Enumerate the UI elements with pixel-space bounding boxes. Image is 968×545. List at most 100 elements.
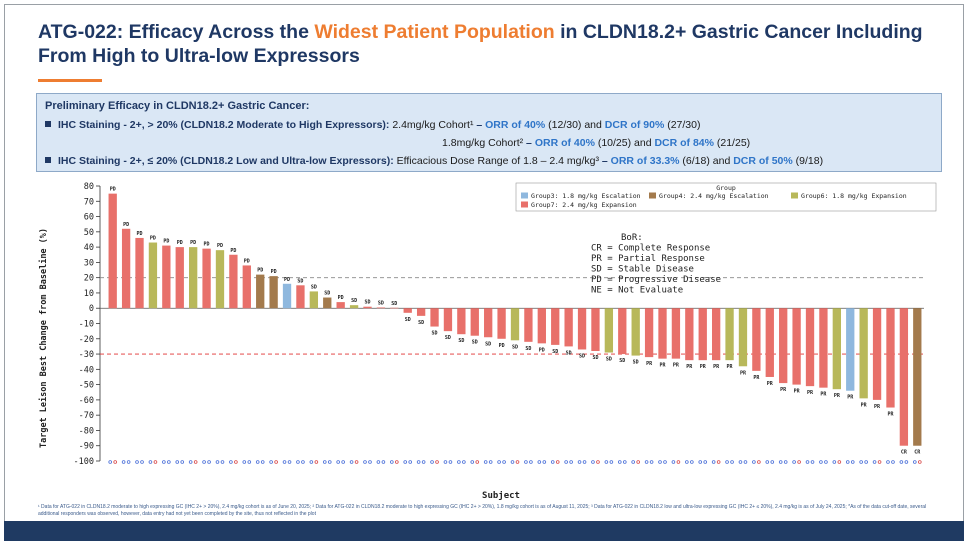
bar <box>725 308 734 361</box>
subject-marker <box>188 460 193 464</box>
subject-marker <box>671 460 676 464</box>
subject-marker <box>555 460 560 464</box>
line1-cohort: 2.4mg/kg Cohort¹ <box>389 119 474 131</box>
subject-marker <box>443 460 448 464</box>
bor-label: SD <box>606 357 612 363</box>
subject-marker <box>148 460 153 464</box>
subject-marker <box>287 460 292 464</box>
x-axis-label: Subject <box>482 490 520 501</box>
subject-marker <box>510 460 515 464</box>
subject-marker <box>121 460 126 464</box>
subject-marker <box>488 460 493 464</box>
bor-legend-line: SD = Stable Disease <box>591 265 694 275</box>
title-highlight: Widest Patient Population <box>314 21 555 43</box>
bor-label: PD <box>284 277 290 283</box>
bor-label: SD <box>324 291 330 297</box>
subject-marker <box>685 460 689 464</box>
line2-orr-n: (10/25) and <box>594 137 655 149</box>
subject-marker <box>631 460 635 464</box>
bar <box>202 248 211 309</box>
bar <box>309 291 319 309</box>
bor-label: PD <box>177 240 183 246</box>
subject-marker <box>363 460 367 464</box>
subject-marker <box>207 460 211 464</box>
subject-marker <box>703 460 708 464</box>
bor-label: SD <box>633 360 639 366</box>
subject-marker <box>327 460 332 464</box>
bor-label: PD <box>217 243 223 249</box>
subject-marker <box>550 460 555 464</box>
subject-marker <box>899 460 904 464</box>
y-tick-label: -90 <box>79 442 94 452</box>
subject-marker <box>564 460 568 464</box>
line3-label: IHC Staining - 2+, ≤ 20% (CLDN18.2 Low a… <box>58 155 394 167</box>
bor-label: SD <box>405 317 411 323</box>
y-tick-label: -30 <box>79 350 94 360</box>
bar <box>618 308 627 355</box>
y-tick-label: 20 <box>84 274 94 284</box>
subject-marker <box>475 460 480 464</box>
bar <box>349 305 359 309</box>
line3-orr: ORR of 33.3% <box>610 155 680 167</box>
subject-marker <box>757 460 761 464</box>
subject-marker <box>904 460 909 464</box>
bar <box>644 308 654 358</box>
y-tick-label: 30 <box>84 258 94 268</box>
bor-label: CR <box>901 450 908 456</box>
subject-marker <box>676 460 681 464</box>
bor-label: PR <box>847 395 854 401</box>
bar <box>510 308 520 341</box>
y-tick-label: -40 <box>79 365 94 375</box>
y-tick-label: -80 <box>79 426 94 436</box>
bar <box>121 228 131 309</box>
subject-marker <box>135 460 139 464</box>
subject-marker <box>368 460 372 464</box>
bar <box>376 307 386 309</box>
bor-label: PD <box>204 242 210 248</box>
bar <box>390 307 399 309</box>
bor-label: PR <box>673 363 680 369</box>
bullet-icon <box>45 157 51 163</box>
subject-marker <box>234 460 238 464</box>
bor-label: SD <box>378 300 384 306</box>
bar <box>872 308 882 400</box>
bar <box>832 308 841 390</box>
subject-marker <box>622 460 627 464</box>
legend-item-label: Group3: 1.8 mg/kg Escalation <box>531 192 641 200</box>
subject-marker <box>837 460 842 464</box>
subject-marker <box>153 460 158 464</box>
subject-marker <box>390 460 394 464</box>
bor-label: PR <box>740 370 747 376</box>
line1-dcr: DCR of 90% <box>604 119 665 131</box>
subject-marker <box>917 460 922 464</box>
bar <box>765 308 774 377</box>
subject-marker <box>502 460 506 464</box>
line1-orr: ORR of 40% <box>485 119 546 131</box>
subject-marker <box>421 460 426 464</box>
bor-legend-line: CR = Complete Response <box>591 244 710 254</box>
bor-label: SD <box>297 278 303 284</box>
subject-marker <box>309 460 314 464</box>
line3-dcr: DCR of 50% <box>733 155 793 167</box>
y-tick-label: 0 <box>89 304 94 314</box>
subject-marker <box>255 460 260 464</box>
subject-marker <box>912 460 917 464</box>
y-tick-label: 80 <box>84 182 94 192</box>
bor-label: PD <box>137 231 143 237</box>
subject-marker <box>336 460 340 464</box>
subject-marker <box>690 460 694 464</box>
bar <box>658 308 667 359</box>
bor-label: PD <box>230 248 236 254</box>
subject-marker <box>140 460 144 464</box>
bar <box>631 308 640 356</box>
bar <box>336 302 345 309</box>
bor-label: PD <box>257 268 263 274</box>
subject-marker <box>113 460 118 464</box>
bar <box>215 250 225 309</box>
bor-label: SD <box>472 340 478 346</box>
subject-marker <box>609 460 614 464</box>
bar <box>108 193 117 309</box>
subject-marker <box>582 460 587 464</box>
bar <box>189 247 198 309</box>
subject-marker <box>859 460 863 464</box>
